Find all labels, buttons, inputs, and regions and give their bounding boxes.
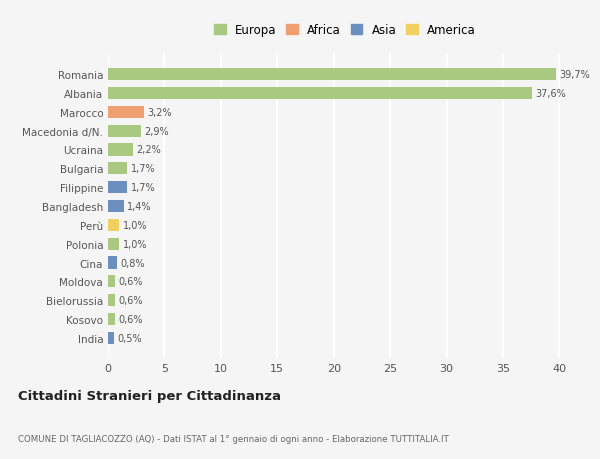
Bar [108, 125, 141, 137]
Text: 0,6%: 0,6% [118, 314, 143, 325]
Text: 37,6%: 37,6% [536, 89, 566, 99]
Bar [108, 201, 124, 213]
Text: Cittadini Stranieri per Cittadinanza: Cittadini Stranieri per Cittadinanza [18, 389, 281, 403]
Text: 3,2%: 3,2% [148, 107, 172, 118]
Legend: Europa, Africa, Asia, America: Europa, Africa, Asia, America [212, 22, 478, 39]
Bar [108, 276, 115, 288]
Text: 2,2%: 2,2% [136, 145, 161, 155]
Bar [108, 163, 127, 175]
Text: 1,7%: 1,7% [131, 164, 155, 174]
Text: 1,7%: 1,7% [131, 183, 155, 193]
Bar [108, 182, 127, 194]
Text: COMUNE DI TAGLIACOZZO (AQ) - Dati ISTAT al 1° gennaio di ogni anno - Elaborazion: COMUNE DI TAGLIACOZZO (AQ) - Dati ISTAT … [18, 434, 449, 442]
Text: 0,6%: 0,6% [118, 296, 143, 306]
Bar [108, 106, 144, 119]
Text: 0,6%: 0,6% [118, 277, 143, 287]
Bar [108, 144, 133, 156]
Text: 0,5%: 0,5% [117, 333, 142, 343]
Text: 1,0%: 1,0% [122, 220, 147, 230]
Bar [108, 294, 115, 307]
Text: 2,9%: 2,9% [144, 126, 169, 136]
Bar [108, 219, 119, 231]
Bar [108, 257, 117, 269]
Text: 1,0%: 1,0% [122, 239, 147, 249]
Bar [108, 88, 532, 100]
Bar [108, 238, 119, 250]
Bar [108, 69, 556, 81]
Bar [108, 313, 115, 325]
Text: 1,4%: 1,4% [127, 202, 152, 212]
Text: 39,7%: 39,7% [559, 70, 590, 80]
Bar [108, 332, 113, 344]
Text: 0,8%: 0,8% [121, 258, 145, 268]
